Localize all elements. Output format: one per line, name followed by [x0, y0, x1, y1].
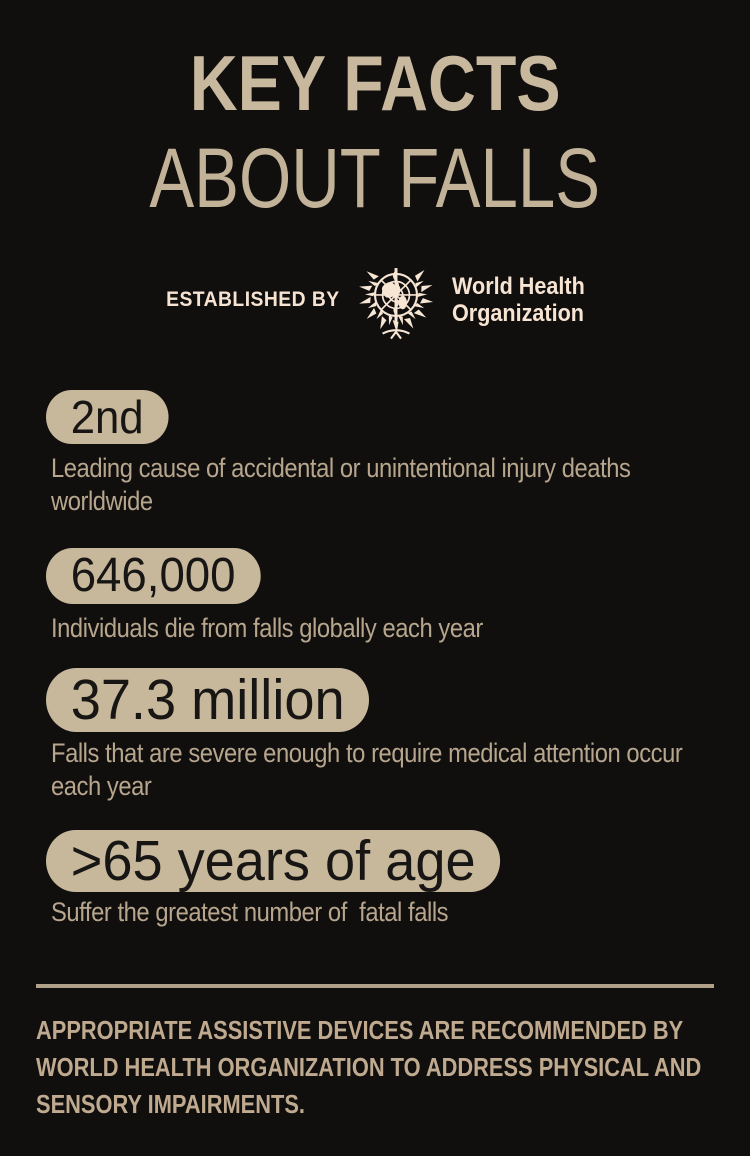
stat-severe-falls: 37.3 million Falls that are severe enoug…: [46, 668, 750, 803]
stat-value-pill: 2nd: [46, 390, 169, 444]
attribution-row: ESTABLISHED BY: [0, 252, 750, 348]
footer-divider: [36, 984, 714, 988]
stat-age-group: >65 years of age Suffer the greatest num…: [46, 830, 524, 929]
stat-description: Falls that are severe enough to require …: [51, 738, 683, 801]
footer-note: APPROPRIATE ASSISTIVE DEVICES ARE RECOMM…: [36, 1015, 702, 1119]
stat-value-pill: 37.3 million: [46, 668, 370, 732]
established-by-label: ESTABLISHED BY: [165, 288, 340, 311]
who-wordmark-line2: Organization: [451, 300, 584, 327]
stat-annual-deaths: 646,000 Individuals die from falls globa…: [46, 548, 542, 645]
stat-description: Individuals die from falls globally each…: [51, 613, 483, 643]
stat-description: Leading cause of accidental or unintenti…: [51, 453, 631, 516]
page-title: KEY FACTS: [0, 44, 750, 122]
who-wordmark-line1: World Health: [451, 273, 585, 300]
stat-value-pill: 646,000: [46, 548, 261, 604]
stat-description: Suffer the greatest number of fatal fall…: [51, 897, 449, 927]
who-wordmark: World Health Organization: [452, 273, 585, 327]
page-subtitle-text: ABOUT FALLS: [149, 131, 601, 225]
who-emblem-icon: [358, 268, 433, 340]
stat-leading-cause: 2nd Leading cause of accidental or unint…: [46, 390, 709, 518]
stat-value-pill: >65 years of age: [46, 830, 501, 892]
page-subtitle: ABOUT FALLS: [0, 136, 750, 220]
page-title-text: KEY FACTS: [189, 39, 561, 127]
